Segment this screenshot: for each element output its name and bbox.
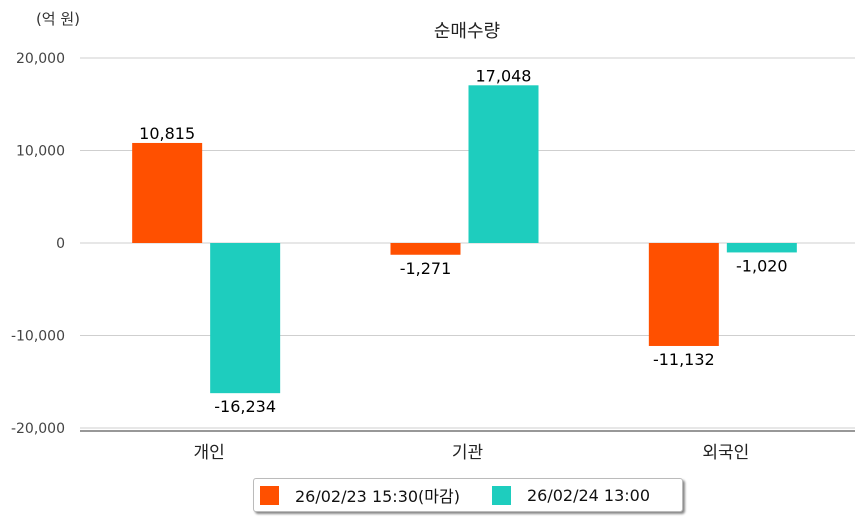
bar[interactable] <box>390 243 461 255</box>
data-label: -11,132 <box>653 350 715 369</box>
y-tick-label: 10,000 <box>16 144 65 160</box>
bar[interactable] <box>648 243 719 346</box>
bar-chart: (억 원) 순매수량 20,000 10,000 0 -10,000 -20,000 개인… <box>11 10 855 463</box>
data-label: -16,234 <box>214 397 276 416</box>
data-label: -1,020 <box>736 256 788 275</box>
bar[interactable] <box>726 243 797 253</box>
data-label: -1,271 <box>400 259 452 278</box>
y-tick-label: -20,000 <box>11 421 65 437</box>
y-tick-label: 20,000 <box>16 51 65 67</box>
data-label: 10,815 <box>139 124 195 143</box>
bar[interactable] <box>468 85 539 243</box>
data-label: 17,048 <box>476 66 532 85</box>
legend-swatch <box>260 485 279 505</box>
x-tick-label: 개인 <box>194 443 225 463</box>
x-tick-label: 외국인 <box>702 443 749 463</box>
x-tick-label: 기관 <box>452 443 483 463</box>
legend-item-series-1[interactable]: 26/02/23 15:30(마감) <box>260 483 460 507</box>
bar[interactable] <box>210 243 281 394</box>
legend-item-series-2[interactable]: 26/02/24 13:00 <box>491 485 651 505</box>
chart-title: 순매수량 <box>434 21 500 42</box>
legend-swatch <box>491 485 511 505</box>
bar[interactable] <box>132 142 203 243</box>
unit-label: (억 원) <box>36 10 80 28</box>
legend-label: 26/02/24 13:00 <box>526 485 651 505</box>
legend: 26/02/23 15:30(마감) 26/02/24 13:00 <box>253 478 683 512</box>
y-tick-label: -10,000 <box>11 329 65 345</box>
y-tick-label: 0 <box>56 236 65 252</box>
legend-label: 26/02/23 15:30(마감) <box>295 487 460 506</box>
